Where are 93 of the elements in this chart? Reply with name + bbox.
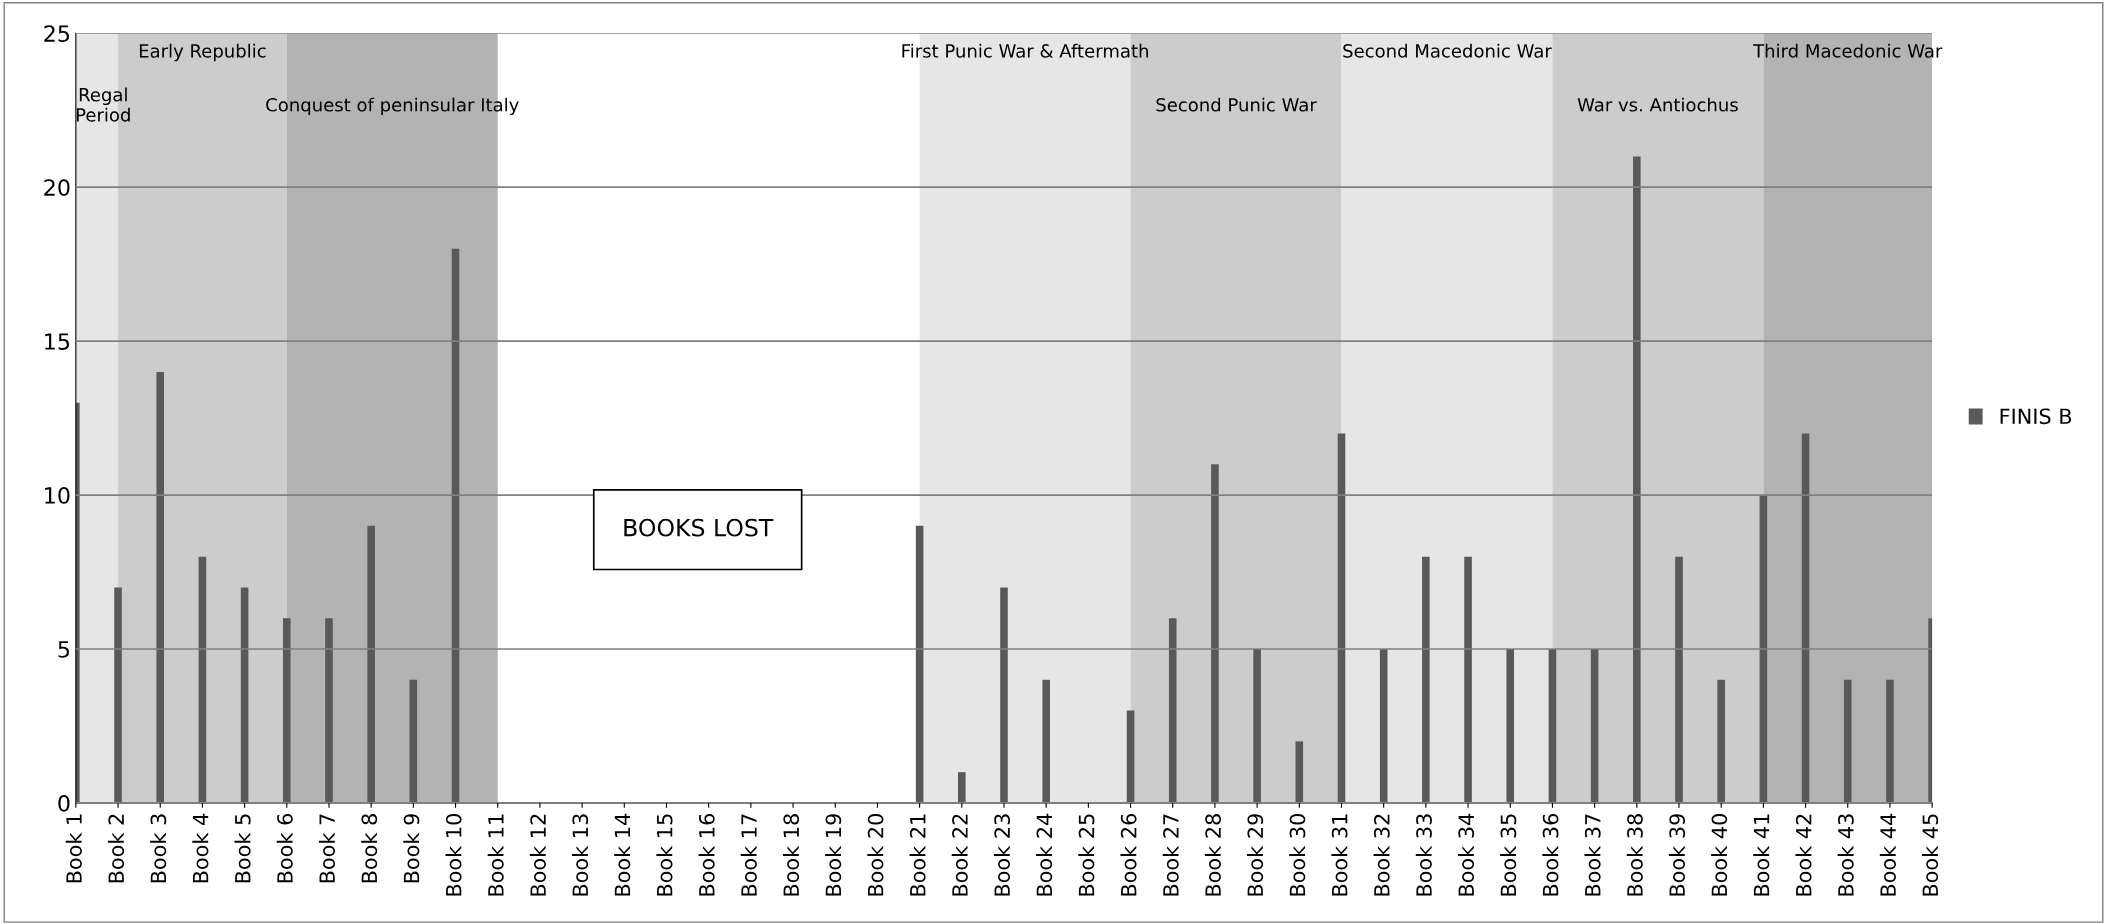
x-tick-label: Book 21 — [909, 814, 926, 896]
x-tick-label: Book 11 — [487, 814, 504, 896]
y-tick-label: 10 — [45, 487, 70, 504]
x-tick-label: Book 9 — [403, 814, 420, 883]
x-tick-label: Book 8 — [361, 814, 378, 883]
bar — [156, 371, 165, 803]
bar — [1675, 556, 1683, 803]
x-tick-label: Book 24 — [1036, 813, 1053, 896]
x-tick-label: Book 32 — [1373, 814, 1390, 896]
band-label: Conquest of peninsular Italy — [266, 97, 519, 116]
bar — [1886, 679, 1894, 803]
x-tick-label: Book 30 — [1289, 814, 1306, 896]
x-tick-label: Book 12 — [529, 814, 546, 896]
band-label: Second Macedonic War — [1343, 43, 1552, 58]
x-tick-label: Book 29 — [1247, 814, 1264, 896]
x-tick-label: Book 18 — [782, 814, 800, 896]
x-tick-label: Book 38 — [1626, 814, 1643, 896]
y-tick-label: 0 — [58, 794, 70, 812]
bar — [1548, 649, 1557, 803]
band-label: Third Macedonic War — [1753, 43, 1943, 58]
y-tick-label: 5 — [58, 641, 70, 658]
x-tick-label: Book 44 — [1879, 813, 1896, 896]
x-tick-label: Book 27 — [1162, 814, 1179, 896]
x-tick-label: Book 6 — [276, 813, 293, 883]
bar — [1633, 156, 1641, 803]
bar — [282, 618, 291, 803]
x-tick-label: Book 19 — [825, 814, 842, 896]
bar — [1422, 556, 1430, 803]
x-tick-label: Book 26 — [1120, 813, 1137, 896]
x-tick-label: Book 35 — [1500, 814, 1517, 896]
x-tick-label: Book 33 — [1415, 814, 1432, 896]
bar — [1168, 618, 1177, 803]
y-tick-label: 20 — [44, 179, 70, 196]
bar — [1717, 679, 1725, 803]
band-label: War vs. Antiochus — [1577, 97, 1738, 112]
x-tick-label: Book 7 — [318, 814, 336, 883]
bar — [451, 248, 460, 803]
bar — [1590, 649, 1599, 803]
x-tick-label: Book 45 — [1922, 814, 1939, 896]
bar — [1506, 649, 1515, 803]
bar — [114, 587, 122, 803]
x-tick-label: Book 13 — [572, 814, 589, 896]
x-tick-label: Book 14 — [614, 813, 631, 896]
bar — [325, 618, 333, 803]
x-tick-label: Book 16 — [698, 813, 715, 896]
x-tick-label: Book 4 — [192, 813, 209, 883]
bar — [1843, 679, 1852, 803]
x-tick-label: Book 23 — [993, 814, 1011, 896]
annotation: BOOKS LOST — [624, 518, 774, 537]
x-tick-label: Book 3 — [150, 814, 167, 883]
x-tick-label: Book 2 — [107, 814, 125, 883]
x-tick-label: Book 43 — [1837, 814, 1854, 896]
band-label: Regal Period — [76, 87, 130, 122]
bar — [409, 679, 418, 803]
y-tick-label: 25 — [44, 25, 70, 43]
x-tick-label: Book 39 — [1668, 814, 1686, 896]
band-label: Early Republic — [139, 43, 266, 62]
bar — [958, 772, 966, 803]
bar — [1042, 679, 1050, 803]
x-tick-label: Book 5 — [234, 814, 251, 883]
legend-label: FINIS B — [2000, 408, 2072, 425]
bar — [240, 587, 249, 803]
x-tick-label: Book 15 — [656, 814, 673, 896]
x-tick-label: Book 40 — [1711, 814, 1728, 896]
x-tick-label: Book 37 — [1584, 814, 1601, 896]
bar — [198, 556, 207, 803]
bar — [1337, 433, 1346, 803]
bar — [1801, 433, 1810, 803]
x-tick-label: Book 28 — [1204, 814, 1221, 896]
x-tick-label: Book 42 — [1795, 814, 1812, 896]
x-tick-label: Book 10 — [445, 814, 462, 896]
x-tick-label: Book 17 — [740, 814, 757, 896]
x-tick-label: Book 25 — [1078, 814, 1095, 896]
band-label: Second Punic War — [1156, 97, 1317, 112]
x-tick-label: Book 36 — [1542, 813, 1559, 896]
bar — [367, 525, 375, 803]
x-tick-label: Book 1 — [65, 814, 82, 883]
bar — [1211, 464, 1219, 803]
x-tick-label: Book 31 — [1331, 814, 1348, 896]
bar — [1295, 741, 1304, 803]
bar — [1464, 556, 1472, 803]
x-tick-label: Book 22 — [951, 814, 968, 896]
bar — [1379, 649, 1388, 803]
x-tick-label: Book 20 — [867, 814, 884, 896]
bar — [1759, 495, 1768, 803]
x-tick-label: Book 34 — [1457, 813, 1475, 896]
bar — [1253, 649, 1261, 803]
bar — [915, 525, 924, 803]
bar — [1126, 710, 1135, 803]
x-tick-label: Book 41 — [1753, 814, 1770, 896]
bar — [1000, 587, 1008, 803]
y-tick-label: 15 — [45, 333, 70, 350]
band-label: First Punic War & Aftermath — [902, 43, 1148, 58]
